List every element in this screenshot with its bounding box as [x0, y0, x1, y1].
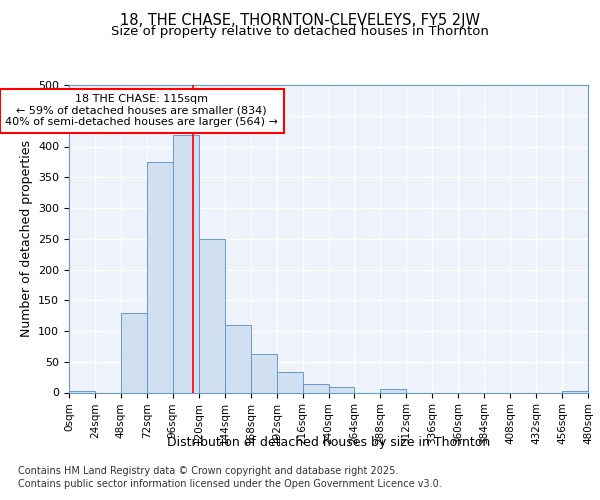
- Bar: [69, 390, 95, 392]
- Text: Size of property relative to detached houses in Thornton: Size of property relative to detached ho…: [111, 25, 489, 38]
- Text: 18 THE CHASE: 115sqm
← 59% of detached houses are smaller (834)
40% of semi-deta: 18 THE CHASE: 115sqm ← 59% of detached h…: [5, 94, 278, 128]
- Bar: [277, 372, 302, 392]
- Bar: [302, 384, 329, 392]
- Y-axis label: Number of detached properties: Number of detached properties: [20, 140, 32, 337]
- Text: Contains HM Land Registry data © Crown copyright and database right 2025.: Contains HM Land Registry data © Crown c…: [18, 466, 398, 476]
- Bar: [251, 354, 277, 393]
- Text: Distribution of detached houses by size in Thornton: Distribution of detached houses by size …: [167, 436, 490, 449]
- Bar: [173, 136, 199, 392]
- Bar: [225, 325, 251, 392]
- Text: 18, THE CHASE, THORNTON-CLEVELEYS, FY5 2JW: 18, THE CHASE, THORNTON-CLEVELEYS, FY5 2…: [120, 12, 480, 28]
- Bar: [329, 387, 355, 392]
- Bar: [380, 389, 406, 392]
- Bar: [121, 312, 147, 392]
- Bar: [147, 162, 173, 392]
- Bar: [199, 239, 224, 392]
- Text: Contains public sector information licensed under the Open Government Licence v3: Contains public sector information licen…: [18, 479, 442, 489]
